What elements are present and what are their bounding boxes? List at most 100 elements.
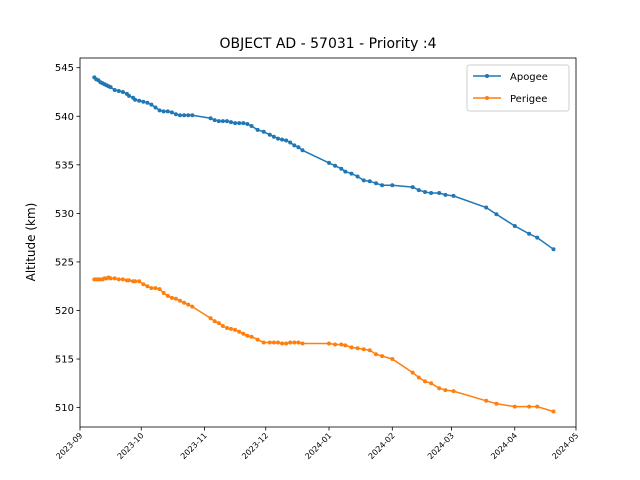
perigee-point — [190, 304, 195, 309]
apogee-point — [343, 169, 348, 174]
perigee-point — [349, 345, 354, 350]
perigee-point — [527, 404, 532, 409]
x-tick-label: 2023-12 — [240, 431, 270, 461]
apogee-point — [190, 113, 195, 118]
apogee-point — [367, 179, 372, 184]
apogee-point — [349, 171, 354, 176]
apogee-point — [120, 90, 125, 94]
x-tick-label: 2024-01 — [303, 431, 333, 461]
perigee-point — [374, 352, 378, 357]
perigee-point — [429, 381, 434, 386]
apogee-point — [300, 148, 305, 153]
perigee-point — [380, 354, 385, 359]
legend: Apogee Perigee — [466, 64, 570, 112]
apogee-point — [551, 247, 556, 252]
apogee-point — [153, 105, 158, 110]
chart-title: OBJECT AD - 57031 - Priority :4 — [219, 36, 436, 52]
perigee-point — [153, 286, 158, 291]
apogee-point — [296, 145, 301, 150]
perigee-point — [437, 386, 442, 391]
x-tick-label: 2023-10 — [116, 431, 146, 461]
apogee-point — [355, 174, 360, 179]
x-tick-label: 2024-04 — [489, 431, 519, 461]
apogee-point — [271, 134, 276, 139]
apogee-point — [288, 140, 293, 145]
perigee-point — [327, 341, 331, 346]
apogee-point — [327, 160, 331, 165]
apogee-point — [229, 120, 233, 125]
apogee-point — [261, 129, 266, 134]
apogee-point — [225, 119, 229, 124]
apogee-point — [173, 112, 178, 117]
apogee-point — [241, 121, 246, 126]
apogee-point — [339, 166, 344, 171]
apogee-point — [451, 193, 456, 198]
perigee-point — [216, 321, 221, 326]
perigee-point — [271, 340, 276, 345]
perigee-point — [551, 409, 556, 414]
y-tick-label: 530 — [55, 209, 74, 220]
apogee-point — [333, 163, 338, 168]
perigee-point — [165, 293, 170, 298]
perigee-point — [361, 347, 366, 352]
apogee-point — [157, 108, 162, 113]
perigee-point — [208, 316, 213, 321]
apogee-point — [380, 183, 385, 188]
apogee-point — [137, 98, 142, 103]
perigee-point — [267, 340, 272, 345]
perigee-point — [484, 398, 489, 403]
perigee-point — [233, 327, 238, 332]
apogee-point — [182, 113, 187, 118]
perigee-point — [120, 277, 125, 282]
apogee-point — [133, 97, 138, 102]
perigee-point — [116, 277, 121, 282]
perigee-point — [127, 278, 131, 283]
apogee-point — [255, 127, 260, 132]
perigee-point — [280, 341, 285, 346]
perigee-point — [343, 343, 348, 348]
apogee-point — [284, 138, 289, 143]
apogee-point — [220, 119, 225, 124]
perigee-line — [94, 276, 554, 413]
perigee-point — [161, 291, 166, 295]
perigee-point — [355, 346, 360, 351]
perigee-point — [157, 287, 162, 292]
apogee-point — [145, 100, 150, 105]
perigee-point — [255, 337, 260, 342]
plot-area — [92, 75, 556, 414]
apogee-point — [527, 231, 532, 236]
legend-apogee-label: Apogee — [510, 72, 548, 83]
apogee-point — [108, 85, 113, 90]
axes: 510 515 520 525 530 535 540 545 2023-09 2023-10 20… — [54, 63, 580, 461]
apogee-point — [212, 118, 217, 123]
apogee-point — [484, 205, 489, 210]
perigee-point — [390, 357, 395, 361]
apogee-point — [237, 121, 242, 126]
perigee-point — [186, 302, 191, 307]
y-tick-label: 540 — [55, 112, 74, 123]
perigee-point — [443, 388, 448, 393]
apogee-point — [112, 88, 117, 92]
perigee-point — [276, 340, 280, 345]
perigee-point — [133, 279, 138, 284]
perigee-point — [288, 340, 293, 345]
perigee-point — [182, 300, 187, 305]
perigee-point — [149, 286, 154, 291]
y-tick-label: 535 — [55, 160, 74, 171]
apogee-point — [410, 185, 415, 190]
perigee-point — [512, 404, 517, 409]
y-tick-label: 510 — [55, 403, 74, 414]
apogee-point — [169, 110, 174, 115]
apogee-point — [280, 137, 285, 142]
apogee-point — [361, 178, 366, 183]
x-tick-label: 2024-02 — [367, 431, 397, 461]
perigee-point — [423, 379, 427, 384]
perigee-point — [261, 340, 266, 345]
perigee-point — [108, 276, 113, 281]
perigee-point — [137, 279, 142, 284]
perigee-point — [241, 331, 246, 336]
perigee-point — [410, 370, 415, 375]
x-tick-label: 2024-05 — [550, 431, 580, 461]
perigee-point — [339, 342, 344, 347]
